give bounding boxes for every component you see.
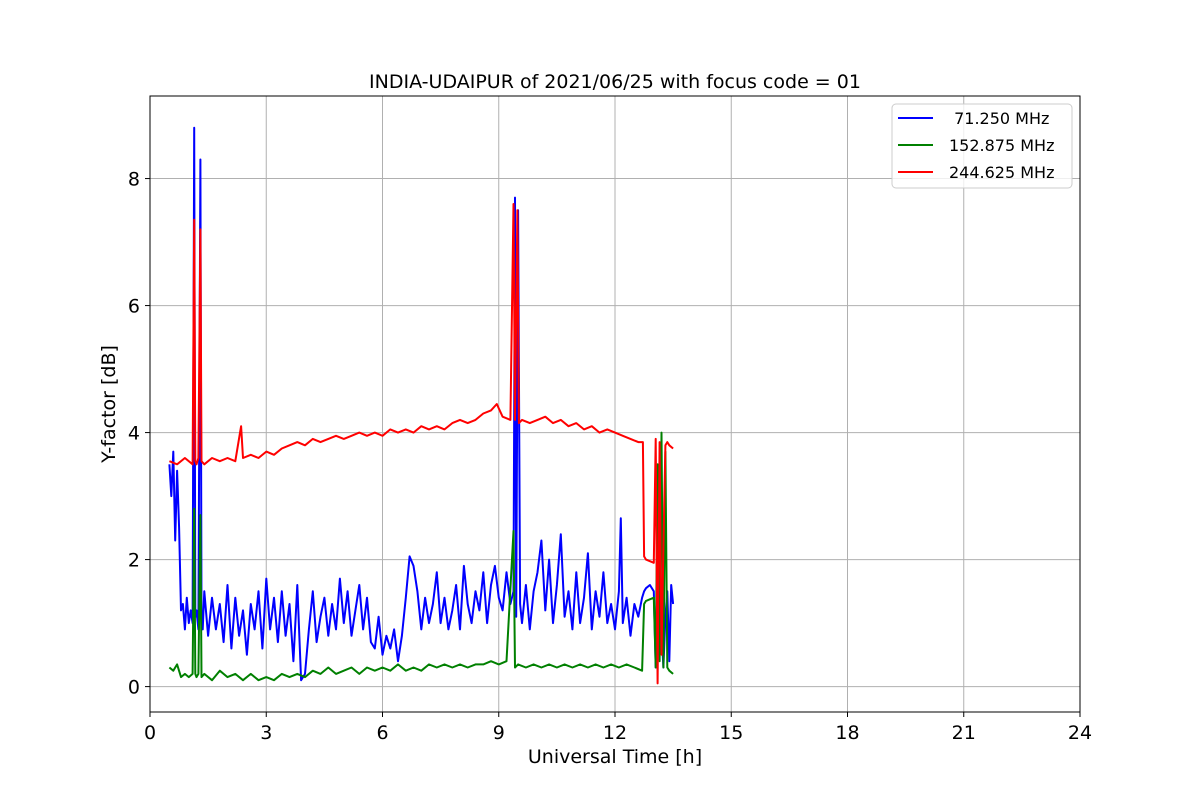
x-tick-label: 12 (603, 722, 627, 744)
legend-label-1: 152.875 MHz (949, 136, 1054, 155)
x-tick-label: 0 (144, 722, 156, 744)
y-tick-label: 6 (128, 296, 140, 318)
x-tick-label: 18 (835, 722, 859, 744)
legend: 71.250 MHz 152.875 MHz 244.625 MHz (891, 103, 1073, 189)
chart-title: INDIA-UDAIPUR of 2021/06/25 with focus c… (369, 71, 861, 93)
series-line-2 (169, 203, 674, 685)
y-tick-label: 0 (128, 677, 140, 699)
series-line-0 (168, 126, 675, 682)
series-line-1 (168, 431, 674, 682)
x-tick-label: 9 (493, 722, 505, 744)
x-tick-label: 15 (719, 722, 743, 744)
y-axis-label: Y-factor [dB] (98, 345, 120, 464)
y-tick-label: 4 (128, 423, 140, 445)
x-tick-label: 24 (1068, 722, 1092, 744)
series-layer (168, 126, 675, 685)
x-tick-label: 6 (376, 722, 388, 744)
x-axis-label: Universal Time [h] (528, 746, 702, 768)
y-tick-label: 2 (128, 550, 140, 572)
x-tick-label: 3 (260, 722, 272, 744)
x-tick-label: 21 (952, 722, 976, 744)
legend-label-2: 244.625 MHz (949, 163, 1054, 182)
legend-label-0: 71.250 MHz (949, 109, 1049, 128)
legend-box (891, 103, 1073, 189)
y-tick-label: 8 (128, 169, 140, 191)
